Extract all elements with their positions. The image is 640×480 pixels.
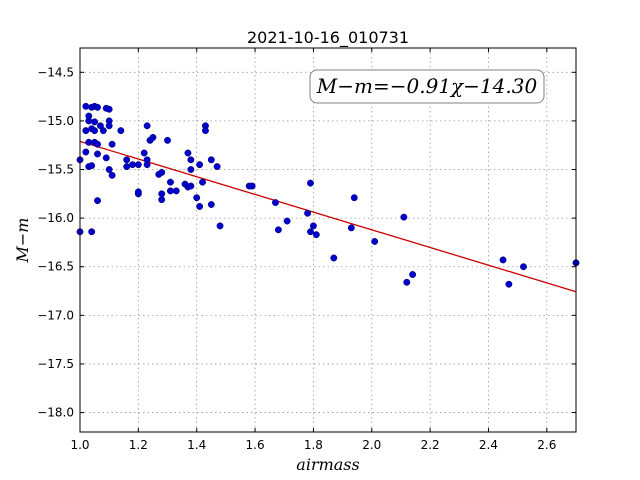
data-point: [129, 161, 136, 169]
equation-annotation: M−m=−0.91χ−14.30: [309, 69, 545, 104]
data-point: [82, 127, 90, 135]
x-tick-label: 2.4: [479, 438, 498, 452]
data-point: [105, 105, 113, 113]
data-point: [172, 187, 180, 195]
data-point: [216, 222, 224, 230]
x-tick-label: 2.6: [537, 438, 556, 452]
data-point: [193, 194, 201, 202]
data-point: [202, 127, 209, 135]
data-point: [199, 178, 206, 186]
data-point: [347, 224, 355, 232]
data-point: [82, 102, 90, 110]
fit-line: [79, 140, 577, 293]
data-point: [196, 161, 204, 169]
data-point: [213, 163, 221, 171]
data-point: [166, 187, 174, 195]
data-point: [85, 117, 93, 125]
ticks-layer: 1.0 1.2 1.4 1.6 1.8 2.0 2.2 2.4 2.6 −14.5 −15.0 −15…: [37, 48, 576, 452]
data-point: [196, 203, 204, 210]
y-tick-label: −18.0: [37, 406, 74, 420]
data-point: [207, 156, 215, 164]
x-tick-label: 2.2: [421, 438, 440, 452]
data-point: [184, 149, 192, 157]
data-point: [158, 168, 166, 176]
data-point: [272, 199, 279, 207]
data-point: [99, 127, 107, 135]
fit-line-layer: [79, 140, 577, 293]
x-tick-label: 1.0: [70, 438, 89, 452]
y-tick-label: −15.0: [37, 114, 74, 128]
data-point: [248, 182, 256, 190]
data-point: [143, 156, 151, 164]
data-point: [309, 222, 317, 230]
data-point: [307, 228, 314, 236]
data-point: [143, 122, 151, 130]
data-point: [94, 150, 101, 158]
data-point: [350, 194, 358, 202]
data-point: [409, 271, 417, 278]
data-point: [88, 228, 96, 236]
data-point: [371, 238, 379, 245]
x-tick-label: 1.8: [304, 438, 323, 452]
data-point: [304, 209, 312, 217]
x-tick-label: 1.4: [187, 438, 206, 452]
data-point: [307, 179, 314, 187]
data-point: [166, 178, 174, 186]
y-tick-label: −16.0: [37, 211, 74, 225]
data-point: [158, 196, 166, 204]
y-tick-label: −14.5: [37, 65, 74, 79]
equation-text: M−m=−0.91χ−14.30: [316, 74, 538, 98]
data-point: [330, 254, 338, 262]
x-tick-label: 1.6: [246, 438, 265, 452]
y-tick-label: −17.0: [37, 308, 74, 322]
data-point: [158, 190, 166, 198]
data-point: [187, 156, 195, 164]
data-point: [85, 138, 93, 146]
y-axis-label: M−m: [13, 218, 32, 264]
data-point: [108, 140, 116, 148]
data-point: [520, 263, 527, 271]
data-point: [105, 122, 113, 130]
data-point: [91, 127, 99, 135]
data-point: [164, 136, 171, 144]
data-point: [274, 226, 282, 234]
data-point: [499, 256, 507, 264]
x-tick-label: 2.0: [362, 438, 381, 452]
chart-title: 2021-10-16_010731: [247, 28, 409, 48]
data-point: [505, 280, 513, 288]
data-point: [149, 133, 157, 141]
data-point: [400, 213, 408, 221]
data-point: [134, 188, 142, 196]
grid: [79, 48, 576, 432]
y-tick-label: −16.5: [37, 260, 74, 274]
data-point: [88, 162, 96, 170]
data-point: [123, 156, 131, 164]
data-point: [94, 103, 101, 111]
x-axis-label: airmass: [296, 455, 359, 474]
data-point: [91, 118, 99, 126]
plot-frame: [79, 47, 577, 433]
data-point: [123, 163, 131, 171]
data-point: [134, 161, 142, 169]
data-point: [117, 127, 125, 135]
data-point: [94, 140, 101, 148]
data-point: [207, 201, 215, 208]
x-tick-label: 1.2: [129, 438, 148, 452]
data-point: [102, 154, 110, 162]
data-point: [187, 182, 195, 190]
data-point: [187, 166, 195, 173]
data-point: [312, 231, 320, 239]
data-point: [283, 217, 291, 225]
data-point: [403, 278, 411, 286]
data-point: [105, 166, 113, 173]
data-point: [108, 171, 116, 179]
data-point: [140, 149, 148, 157]
points-layer: [76, 102, 580, 288]
data-point: [82, 148, 90, 156]
y-tick-label: −17.5: [37, 357, 74, 371]
data-point: [94, 197, 101, 205]
y-tick-label: −15.5: [37, 163, 74, 177]
